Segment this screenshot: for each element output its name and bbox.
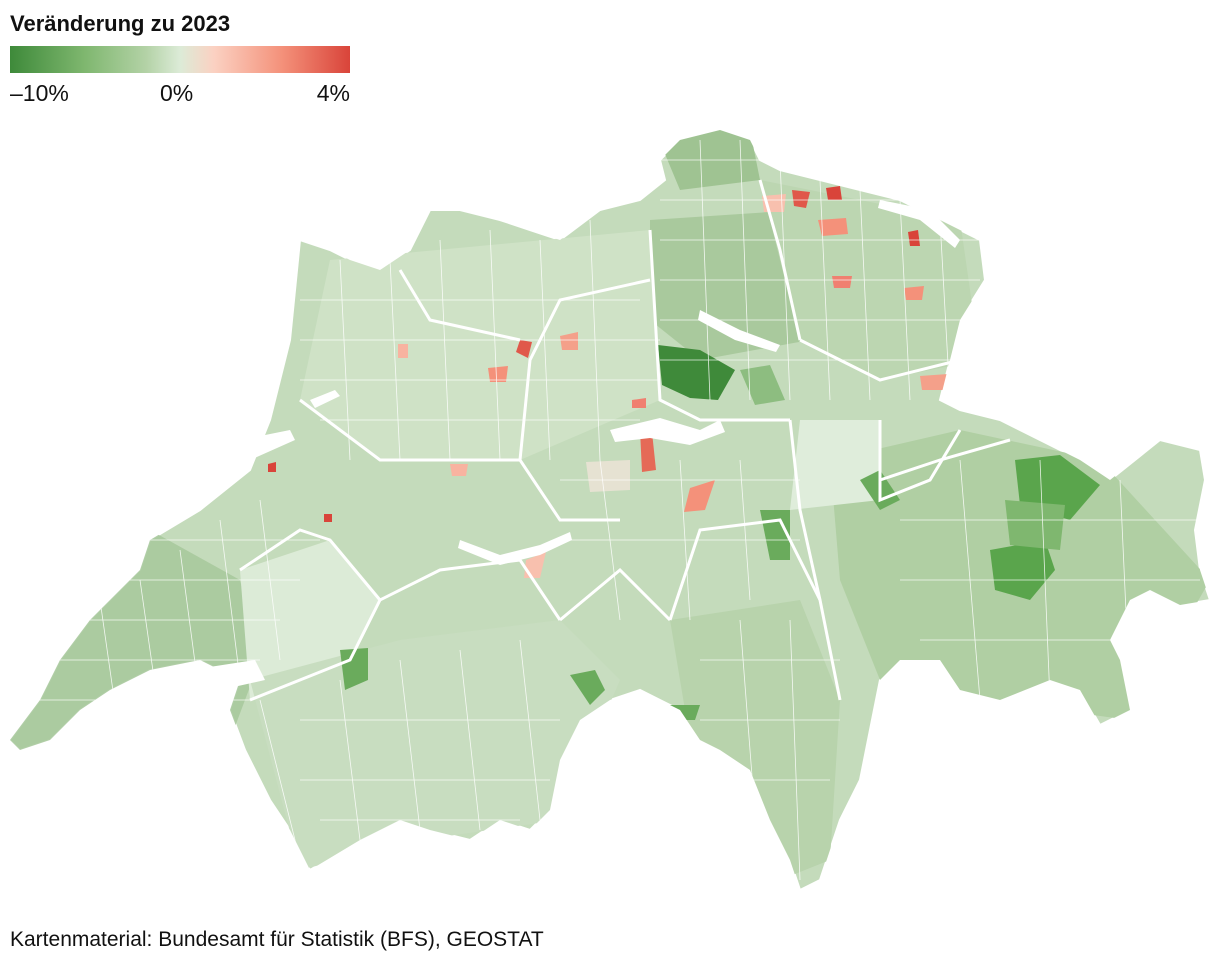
region-mittelland [300, 230, 660, 460]
district-red-18 [450, 464, 468, 476]
district-red-7 [908, 230, 920, 246]
lake-thun-brienz [458, 532, 572, 565]
legend-mid-label: 0% [160, 80, 194, 106]
legend-max-label: 4% [316, 80, 350, 106]
district-red-17 [524, 552, 546, 578]
region-zurich [650, 210, 810, 360]
district-lucerne-mid [740, 365, 785, 405]
district-albula-green [990, 540, 1055, 600]
legend-title: Veränderung zu 2023 [10, 11, 231, 36]
lake-zurich [698, 310, 780, 352]
legend-ticks: –10% 0% 4% [10, 80, 350, 110]
lake-geneva [60, 660, 265, 760]
district-davos [1005, 500, 1065, 550]
region-ticino [670, 600, 840, 880]
district-red-14 [632, 398, 646, 408]
district-red-11 [560, 332, 578, 350]
region-uri-light [790, 420, 880, 510]
canton-borders [239, 179, 1011, 702]
lake-neuchatel [190, 430, 295, 495]
district-red-1 [516, 340, 532, 358]
district-red-15 [488, 366, 508, 382]
lake-constance [878, 200, 960, 248]
district-red-8 [904, 286, 924, 300]
district-valais-green [340, 648, 368, 690]
region-valais [250, 620, 620, 870]
district-red-3 [684, 480, 715, 512]
legend-min-label: –10% [10, 80, 69, 106]
district-red-12 [398, 344, 408, 358]
lake-lucerne [610, 418, 725, 445]
choropleth-svg [8, 128, 1212, 892]
district-zug-dark [658, 345, 735, 400]
district-red-9 [920, 374, 948, 390]
district-beige [586, 460, 630, 492]
legend-color-scale [10, 46, 350, 73]
district-red-5 [826, 186, 842, 200]
district-red-4 [792, 190, 810, 208]
legend: Veränderung zu 2023 –10% 0% 4% [10, 10, 350, 110]
lake-biel [310, 390, 340, 408]
district-red-19 [268, 462, 276, 472]
district-ticino-green [570, 670, 605, 705]
district-red-10 [832, 276, 852, 288]
source-note: Kartenmaterial: Bundesamt für Statistik … [10, 928, 544, 951]
switzerland-map [0, 100, 1220, 900]
district-red-6 [818, 218, 848, 236]
district-red-13 [324, 514, 332, 522]
district-red-2 [640, 430, 656, 472]
